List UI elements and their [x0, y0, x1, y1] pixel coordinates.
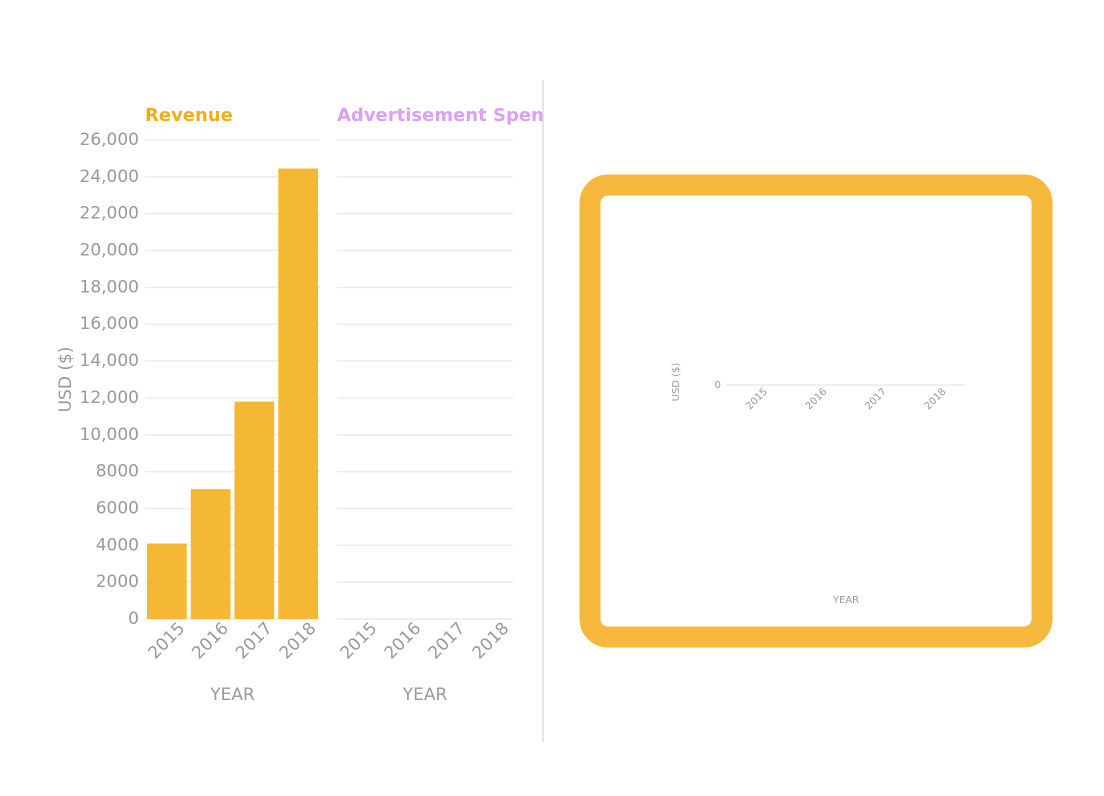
focus-frame	[579, 174, 1053, 648]
y-tick-label: 10,000	[80, 425, 139, 445]
y-tick-label: 4000	[96, 535, 139, 555]
y-tick-label: 8000	[96, 462, 139, 482]
y-tick-label: 2000	[96, 572, 139, 592]
y-tick-label: 14,000	[80, 351, 139, 371]
x-axis-label: YEAR	[402, 685, 448, 705]
chart-title: Advertisement Spen	[337, 105, 544, 126]
y-tick-label: 6000	[96, 498, 139, 518]
x-tick-label: 2016	[188, 619, 233, 664]
y-axis-label: USD ($)	[56, 347, 76, 413]
x-tick-label: 2018	[276, 619, 321, 664]
x-tick-label: 2018	[469, 619, 514, 664]
x-axis-label: YEAR	[832, 595, 859, 606]
y-tick-label: 24,000	[80, 167, 139, 187]
x-tick-label: 2017	[425, 619, 470, 664]
bar	[278, 168, 318, 619]
bar	[190, 489, 231, 619]
y-tick-label: 16,000	[80, 314, 139, 334]
x-tick-label: 2015	[337, 619, 382, 664]
bar	[147, 543, 187, 619]
y-axis-label: USD ($)	[671, 363, 682, 402]
y-tick-label: 0	[715, 380, 721, 391]
y-tick-label: 20,000	[80, 241, 139, 261]
y-tick-label: 12,000	[80, 388, 139, 408]
y-tick-label: 22,000	[80, 204, 139, 224]
x-tick-label: 2017	[232, 619, 277, 664]
y-tick-label: 18,000	[80, 277, 139, 297]
x-tick-label: 2015	[145, 619, 190, 664]
bar	[234, 401, 275, 619]
y-tick-label: 26,000	[80, 130, 139, 150]
x-axis-label: YEAR	[209, 685, 255, 705]
x-tick-label: 2016	[381, 619, 426, 664]
y-tick-label: 0	[128, 609, 139, 629]
chart-title: Revenue	[145, 105, 233, 126]
